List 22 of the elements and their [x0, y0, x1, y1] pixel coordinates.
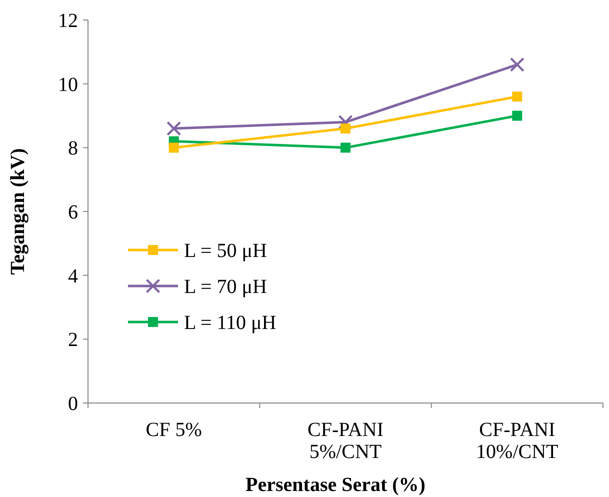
point [340, 124, 350, 134]
point [166, 122, 181, 136]
y-tick-label: 10 [58, 74, 78, 96]
x-tick-label: CF-PANI 10%/CNT [476, 419, 558, 463]
point [512, 110, 522, 121]
y-axis-title: Tegangan (kV) [7, 148, 29, 275]
x-tick-label: CF-PANI 5%/CNT [308, 419, 384, 463]
point [340, 142, 350, 153]
y-tick-label: 2 [68, 329, 78, 352]
y-tick-label: 0 [68, 393, 78, 415]
x-axis-title: Persentase Serat (%) [246, 474, 426, 496]
point [512, 92, 522, 102]
point [510, 58, 524, 72]
y-tick-label: 4 [68, 265, 78, 288]
point [168, 142, 179, 153]
legend-label: L = 50 μH [184, 240, 267, 262]
legend-label: L = 110 μH [184, 312, 276, 334]
y-tick-label: 8 [68, 138, 78, 160]
legend-label: L = 70 μH [184, 276, 267, 298]
y-tick-label: 12 [58, 10, 78, 32]
y-tick-label: 6 [68, 202, 78, 224]
x-tick-label: CF 5% [146, 419, 202, 441]
